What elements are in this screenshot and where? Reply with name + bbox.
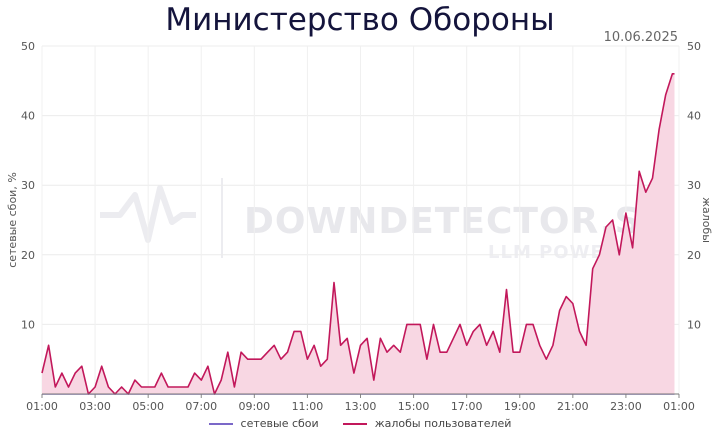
legend-label-complaints: жалобы пользователей	[374, 417, 512, 430]
x-tick-label: 19:00	[504, 400, 536, 413]
x-tick-label: 05:00	[132, 400, 164, 413]
y-tick-label-right: 30	[687, 179, 701, 192]
legend-item-network[interactable]: сетевые сбои	[208, 417, 319, 430]
y-tick-label-left: 20	[21, 249, 35, 262]
x-tick-label: 23:00	[610, 400, 642, 413]
x-tick-label: 09:00	[238, 400, 270, 413]
x-tick-label: 07:00	[185, 400, 217, 413]
y-tick-label-left: 30	[21, 179, 35, 192]
x-tick-label: 21:00	[557, 400, 589, 413]
legend-swatch-network	[208, 422, 233, 425]
watermark: DOWNDETECTOR.SU LLM POWERED	[100, 178, 672, 263]
x-tick-label: 17:00	[451, 400, 483, 413]
legend-item-complaints[interactable]: жалобы пользователей	[342, 417, 512, 430]
chart-title: Министерство Обороны	[165, 2, 555, 38]
y-tick-label-left: 40	[21, 110, 35, 123]
y-tick-label-right: 10	[687, 318, 701, 331]
x-tick-label: 13:00	[345, 400, 377, 413]
series-area-1	[42, 73, 675, 395]
y-tick-label-left: 10	[21, 318, 35, 331]
x-tick-label: 15:00	[398, 400, 430, 413]
y-tick-label-right: 50	[687, 40, 701, 53]
y-tick-label-left: 50	[21, 40, 35, 53]
x-tick-label: 01:00	[663, 400, 695, 413]
watermark-main-text: DOWNDETECTOR.SU	[244, 201, 672, 242]
x-tick-label: 03:00	[79, 400, 111, 413]
watermark-pulse-icon	[100, 185, 196, 243]
legend: сетевые сбои жалобы пользователей	[0, 417, 720, 430]
x-tick-label: 11:00	[292, 400, 324, 413]
y-axis-label-right: жалобы	[700, 197, 713, 243]
legend-label-network: сетевые сбои	[240, 417, 319, 430]
y-tick-label-right: 20	[687, 249, 701, 262]
y-axis-label-left: сетевые сбои, %	[6, 172, 19, 268]
grid	[41, 45, 680, 394]
y-tick-label-right: 40	[687, 110, 701, 123]
legend-swatch-complaints	[342, 422, 367, 425]
axes: 10 10 20 20 30 30 40 40 50 50 01:00 03:00 05:00 07:00…	[21, 40, 701, 413]
series-line-1	[41, 73, 675, 395]
x-tick-label: 01:00	[26, 400, 58, 413]
chart-date: 10.06.2025	[603, 30, 678, 45]
